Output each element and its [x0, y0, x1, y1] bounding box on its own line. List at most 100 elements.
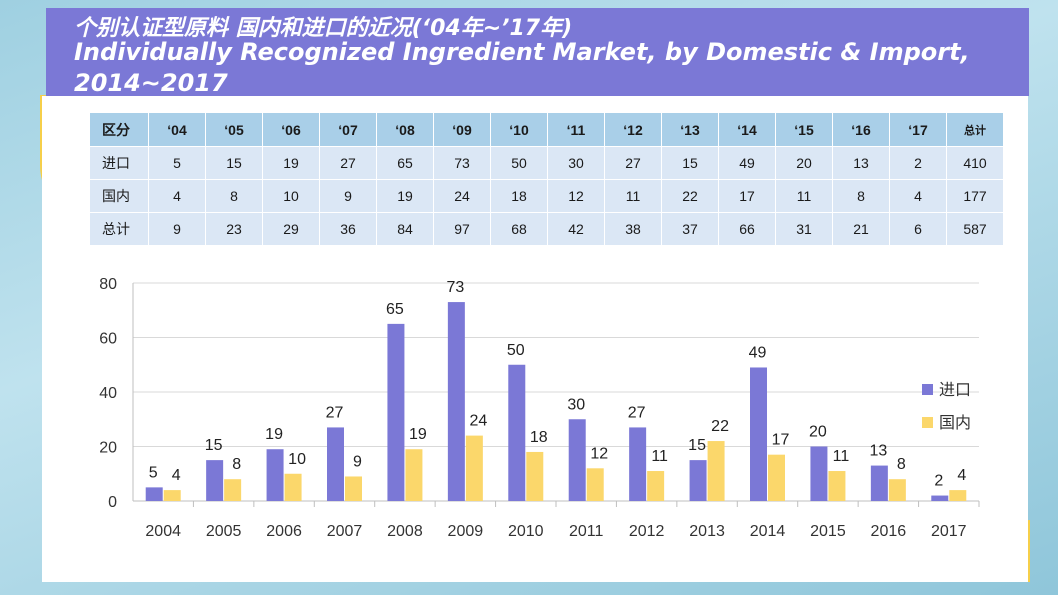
bar-domestic [707, 441, 725, 501]
table-header-cell: ‘06 [262, 112, 320, 147]
x-tick-label: 2006 [266, 523, 302, 540]
bar-import [870, 465, 888, 501]
bar-import [206, 460, 224, 501]
x-tick-label: 2007 [327, 523, 363, 540]
data-label: 10 [288, 451, 306, 468]
y-tick-label: 20 [99, 440, 117, 457]
data-label: 50 [507, 342, 525, 359]
data-label: 20 [809, 424, 827, 441]
table-cell: 84 [376, 212, 434, 246]
title-english: Individually Recognized Ingredient Marke… [74, 38, 970, 66]
legend-label: 国内 [939, 413, 971, 432]
data-label: 11 [833, 448, 850, 465]
data-label: 5 [149, 464, 158, 481]
table-cell: 4 [148, 179, 206, 213]
table-cell: 177 [946, 179, 1004, 213]
table-header-cell: ‘14 [718, 112, 776, 147]
bar-import [266, 449, 284, 501]
x-tick-label: 2016 [871, 523, 907, 540]
title-banner: 个别认证型原料 国内和进口的近况(‘04年~’17年) Individually… [46, 8, 1029, 97]
data-label: 15 [688, 437, 706, 454]
bar-domestic [405, 449, 423, 501]
title-chinese: 个别认证型原料 国内和进口的近况(‘04年~’17年) [74, 16, 573, 41]
table-row: 国内 4 8 10 9 19 24 18 12 11 22 17 11 8 4 … [89, 179, 1004, 213]
table-header-cell: ‘10 [490, 112, 548, 147]
bar-import [508, 364, 526, 501]
x-tick-label: 2010 [508, 523, 544, 540]
table-cell: 27 [319, 146, 377, 180]
table-row: 总计 9 23 29 36 84 97 68 42 38 37 66 31 21… [89, 212, 1004, 246]
bar-import [931, 495, 949, 501]
bar-domestic [284, 473, 302, 501]
bar-import [750, 367, 767, 501]
legend-label: 进口 [939, 380, 971, 399]
data-label: 11 [651, 448, 668, 465]
data-label: 9 [353, 453, 362, 470]
table-cell: 2 [889, 146, 947, 180]
bar-domestic [224, 479, 242, 501]
table-header-cell: ‘04 [148, 112, 206, 147]
table-header-cell: 总计 [946, 112, 1004, 147]
table-cell: 24 [433, 179, 491, 213]
data-label: 4 [172, 467, 181, 484]
data-label: 27 [628, 404, 646, 421]
data-label: 18 [530, 429, 548, 446]
table-cell: 13 [832, 146, 890, 180]
table-cell: 29 [262, 212, 320, 246]
title-years: 2014~2017 [74, 69, 228, 97]
x-tick-label: 2014 [750, 523, 786, 540]
table-cell: 97 [433, 212, 491, 246]
table-cell: 30 [547, 146, 605, 180]
table-cell: 38 [604, 212, 662, 246]
table-cell: 23 [205, 212, 263, 246]
data-label: 27 [326, 404, 344, 421]
table-cell: 37 [661, 212, 719, 246]
table-cell: 65 [376, 146, 434, 180]
bar-import [447, 302, 465, 501]
table-header-cell: ‘08 [376, 112, 434, 147]
table-cell: 42 [547, 212, 605, 246]
data-label: 15 [205, 437, 223, 454]
data-label: 22 [711, 418, 729, 435]
bar-domestic [526, 451, 544, 501]
table-cell: 22 [661, 179, 719, 213]
data-label: 49 [749, 344, 767, 361]
legend-swatch [922, 384, 933, 395]
data-label: 8 [232, 456, 241, 473]
table-cell: 587 [946, 212, 1004, 246]
table-cell: 进口 [89, 146, 149, 180]
table-cell: 12 [547, 179, 605, 213]
table-cell: 49 [718, 146, 776, 180]
bar-domestic [345, 476, 362, 501]
y-tick-label: 0 [108, 494, 117, 511]
bar-domestic [163, 490, 181, 501]
x-tick-label: 2008 [387, 523, 423, 540]
table-header-cell: ‘13 [661, 112, 719, 147]
y-tick-label: 80 [99, 276, 117, 293]
x-tick-label: 2015 [810, 523, 846, 540]
table-cell: 9 [319, 179, 377, 213]
bar-import [387, 323, 405, 501]
x-tick-label: 2012 [629, 523, 665, 540]
x-tick-label: 2005 [206, 523, 242, 540]
bar-import [689, 460, 707, 501]
table-header-cell: ‘05 [205, 112, 263, 147]
table-header-cell: ‘12 [604, 112, 662, 147]
table-header-cell: ‘07 [319, 112, 377, 147]
table-cell: 总计 [89, 212, 149, 246]
bar-import [810, 446, 828, 501]
bar-domestic [888, 479, 906, 501]
legend-swatch [922, 417, 933, 428]
data-label: 4 [957, 467, 966, 484]
data-label: 2 [934, 473, 943, 490]
data-label: 30 [567, 396, 585, 413]
bar-domestic [828, 471, 846, 501]
table-cell: 国内 [89, 179, 149, 213]
x-tick-label: 2009 [448, 523, 484, 540]
table-cell: 31 [775, 212, 833, 246]
table-cell: 50 [490, 146, 548, 180]
y-tick-label: 60 [99, 331, 117, 348]
table-cell: 18 [490, 179, 548, 213]
bar-domestic [768, 454, 785, 501]
x-tick-label: 2017 [931, 523, 967, 540]
